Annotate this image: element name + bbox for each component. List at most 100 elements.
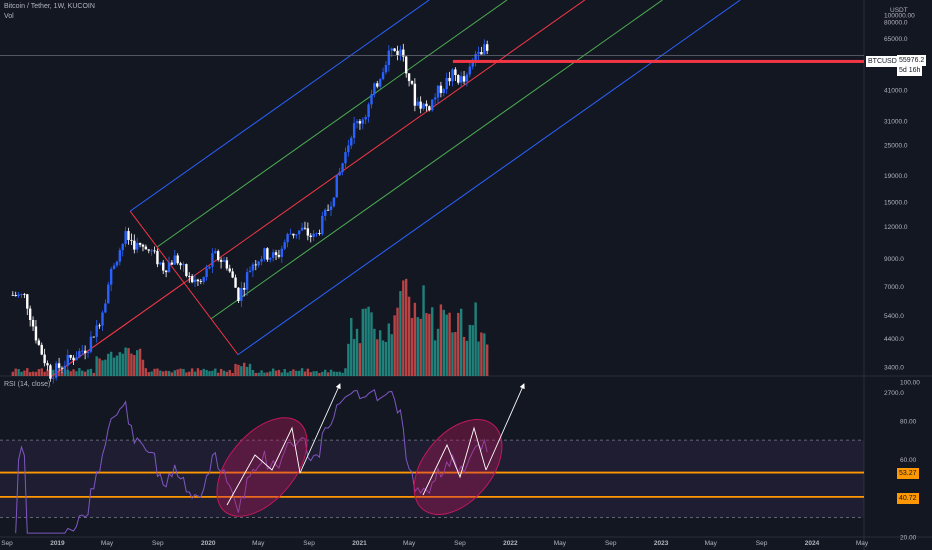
candle-body <box>205 268 208 278</box>
volume-bar <box>324 369 327 376</box>
symbol-title[interactable]: Bitcoin / Tether, 1W, KUCOIN <box>4 3 95 10</box>
price-tick-label: 31000.0 <box>884 119 908 126</box>
volume-bar <box>448 312 451 376</box>
candle-body <box>332 197 336 207</box>
volume-bar <box>338 371 341 376</box>
volume-bar <box>43 371 46 376</box>
candle-body <box>240 288 243 301</box>
candle-body <box>164 270 168 273</box>
candle-body <box>474 53 477 60</box>
volume-bar <box>89 368 93 376</box>
rsi-band <box>0 439 864 519</box>
candle-body <box>318 233 321 235</box>
volume-bar <box>283 369 286 376</box>
volume-bar <box>225 371 229 376</box>
volume-bar <box>170 372 174 376</box>
volume-bar <box>118 352 122 376</box>
volume-bar <box>303 371 307 376</box>
volume-bar <box>11 371 15 376</box>
candle-body <box>300 227 304 231</box>
rsi-label[interactable]: RSI (14, close) <box>4 381 51 388</box>
volume-bar <box>214 368 217 376</box>
rsi-series <box>15 389 488 534</box>
price-tick-label: 65000.0 <box>884 36 908 43</box>
volume-bar <box>364 308 367 376</box>
volume-bar <box>234 363 237 376</box>
volume-bar <box>332 371 336 376</box>
volume-bar <box>176 369 179 376</box>
candle-body <box>422 103 425 109</box>
pitchfork[interactable] <box>50 0 864 378</box>
time-tick-label: Sep <box>454 540 466 547</box>
price-tick-label: 9000.0 <box>884 256 904 263</box>
price-tick-label: 15000.0 <box>884 199 908 206</box>
candle-body <box>159 262 162 265</box>
candle-body <box>81 350 84 352</box>
candle-body <box>14 295 17 297</box>
candle-body <box>289 233 292 235</box>
candle-body <box>20 294 23 295</box>
volume-bar <box>341 372 344 376</box>
volume-bar <box>251 370 255 376</box>
candle-body <box>269 257 272 260</box>
rsi-band-fill <box>0 440 864 518</box>
candle-body <box>471 59 474 67</box>
candle-body <box>234 277 237 288</box>
candle-body <box>425 103 428 107</box>
candle-body <box>199 281 203 282</box>
rsi-drawings[interactable] <box>199 383 525 533</box>
volume-bar <box>216 372 220 376</box>
candle-body <box>271 252 275 258</box>
volume-bar <box>135 350 139 376</box>
volume-bar <box>431 307 434 376</box>
candle-body <box>416 101 419 106</box>
candle-body <box>167 262 171 273</box>
volume-bar <box>127 348 130 376</box>
rsi-pattern-ellipse <box>413 419 503 515</box>
candle-body <box>260 259 263 262</box>
rsi-line <box>15 389 488 534</box>
price-tick-label: 3400.0 <box>884 365 904 372</box>
volume-bar <box>462 336 466 376</box>
volume-bar <box>297 370 301 376</box>
rsi-level-tag-upper: 53.27 <box>897 468 919 479</box>
candle-body <box>202 277 205 282</box>
horizontal-levels[interactable] <box>0 55 864 498</box>
candle-body <box>390 48 393 51</box>
volume-bar <box>179 368 182 376</box>
candle-body <box>245 272 249 290</box>
volume-bar <box>92 372 96 376</box>
candle-body <box>78 351 81 358</box>
volume-bar <box>190 368 194 376</box>
volume-bar <box>164 370 168 376</box>
volume-bar <box>471 325 474 376</box>
candle-body <box>477 51 480 54</box>
volume-bar <box>326 372 330 376</box>
price-tick-label: 19000.0 <box>884 173 908 180</box>
candle-body <box>185 264 188 276</box>
price-tick-label: 100000.00 <box>884 13 915 20</box>
volume-bar <box>292 369 295 376</box>
candle-body <box>95 325 98 337</box>
volume-bar <box>309 372 312 376</box>
candle-body <box>439 85 443 94</box>
candle-body <box>324 209 327 216</box>
volume-bar <box>57 370 61 376</box>
volume-bar <box>144 368 148 376</box>
volume-bar <box>150 371 153 376</box>
volume-label[interactable]: Vol <box>4 13 14 20</box>
candle-body <box>121 243 124 251</box>
currency-label: USDT <box>890 7 908 14</box>
pitchfork-median <box>50 0 586 378</box>
volume-bar <box>344 368 347 376</box>
volume-bar <box>433 340 437 376</box>
candle-body <box>144 246 148 250</box>
candle-body <box>436 85 440 98</box>
candle-body <box>257 261 260 266</box>
symbol-price-tag: BTCUSDT <box>865 55 905 68</box>
volume-bar <box>289 371 292 376</box>
volume-bar <box>358 343 362 376</box>
candle-body <box>364 116 367 120</box>
volume-bar <box>28 372 32 376</box>
